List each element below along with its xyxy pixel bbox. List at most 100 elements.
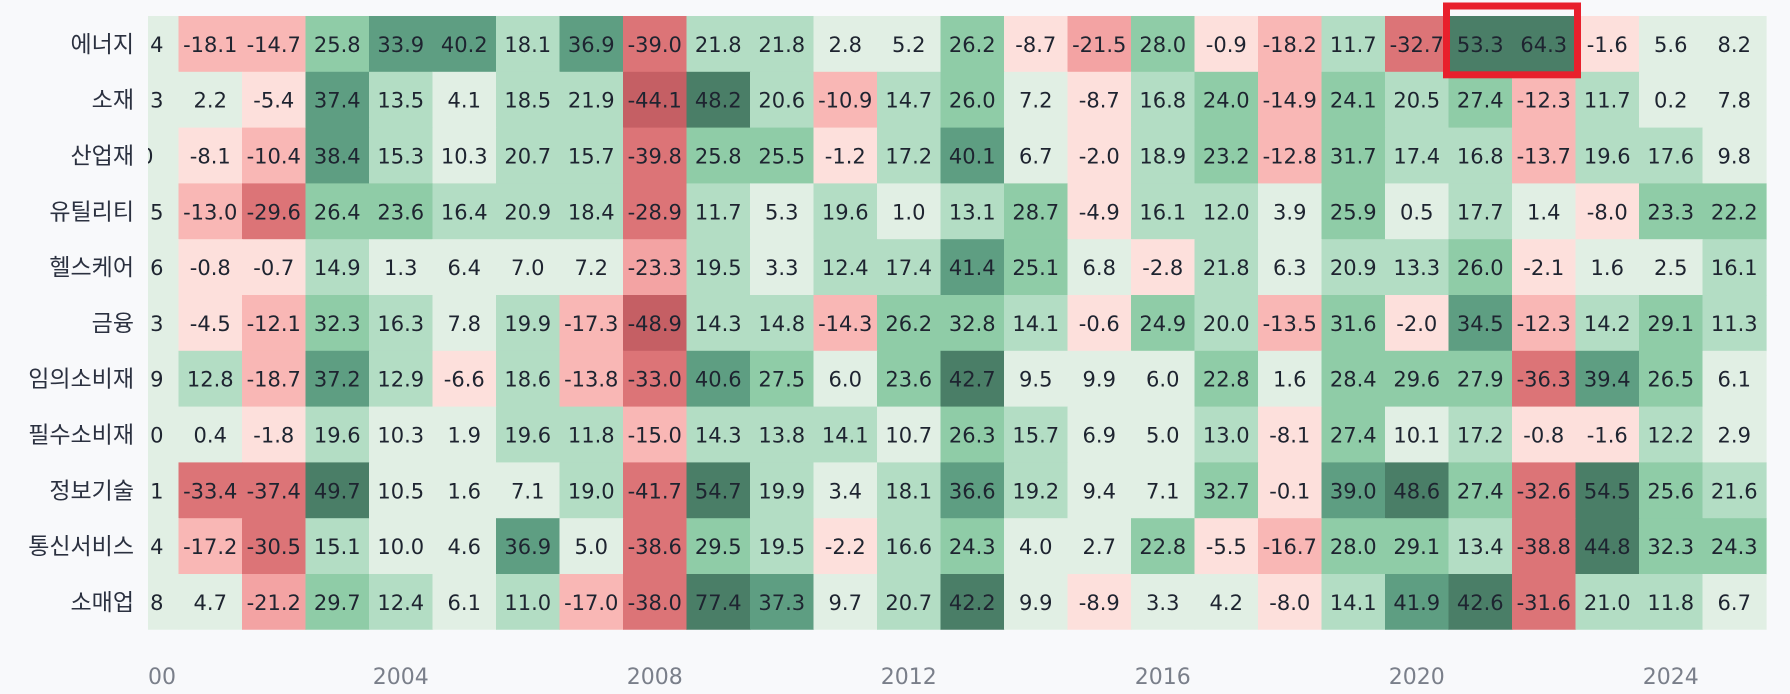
heatmap-cell	[559, 350, 624, 408]
heatmap-cell	[1258, 406, 1323, 463]
heatmap-cell	[1512, 71, 1577, 129]
heatmap-cell	[1702, 574, 1767, 630]
heatmap-cell	[559, 406, 624, 463]
cell-value-label: 1.6	[448, 479, 481, 503]
x-tick-label: 2024	[1643, 665, 1699, 690]
heatmap-cell	[1448, 127, 1513, 184]
cell-value-label: -37.4	[247, 479, 301, 503]
heatmap-cell	[1321, 518, 1386, 575]
cell-value-label: -8.0	[1269, 591, 1310, 615]
heatmap-cell	[940, 462, 1005, 519]
cell-value-label: 32.8	[949, 312, 996, 336]
cell-value-label: 24.1	[1330, 89, 1377, 113]
heatmap-cell	[1512, 406, 1577, 463]
cell-value-label: 13.3	[1393, 256, 1440, 280]
cell-value-label: 42.6	[1457, 591, 1504, 615]
cell-value-label: 37.3	[758, 591, 805, 615]
cell-value-label: -36.3	[1517, 368, 1571, 392]
heatmap-cell	[1385, 239, 1450, 296]
heatmap-cell	[1131, 16, 1196, 73]
heatmap-cell	[1639, 574, 1704, 630]
cell-value-label: 19.6	[314, 424, 361, 448]
cell-value-label: 4.0	[1019, 535, 1052, 559]
cell-value-label: 19.5	[695, 256, 742, 280]
cell-value-label: 13.8	[758, 424, 805, 448]
heatmap-cell	[686, 183, 751, 240]
cell-value-label: -32.6	[1517, 479, 1571, 503]
cell-value-label: 26.3	[949, 424, 996, 448]
row-label: 소재	[92, 88, 134, 114]
heatmap-cell	[1702, 406, 1767, 463]
heatmap-cell	[1385, 406, 1450, 463]
heatmap-cell	[1067, 295, 1132, 352]
cell-value-label: -2.0	[1079, 145, 1120, 169]
cell-value-label: 20.6	[758, 89, 805, 113]
cell-value-label: -44.1	[628, 89, 682, 113]
heatmap-cell	[1702, 16, 1767, 73]
row-label: 필수소비재	[28, 423, 134, 449]
heatmap-cell	[1639, 350, 1704, 408]
cell-value-label: -12.3	[1517, 89, 1571, 113]
cell-value-label: 20.9	[1330, 256, 1377, 280]
heatmap-cell	[1067, 71, 1132, 129]
heatmap-cell	[496, 183, 561, 240]
heatmap-cell	[1258, 183, 1323, 240]
heatmap-cell	[877, 406, 942, 463]
heatmap-cell	[148, 406, 180, 463]
heatmap-cell	[1639, 239, 1704, 296]
heatmap-cell	[305, 574, 370, 630]
cell-value-label: 12.2	[1647, 424, 1694, 448]
heatmap-cell	[1131, 350, 1196, 408]
cell-value-label: 28.0	[1330, 535, 1377, 559]
cell-value-label: 25.8	[695, 145, 742, 169]
cell-value-label: -16.7	[1263, 535, 1317, 559]
row-label: 에너지	[71, 32, 134, 58]
heatmap-cell	[877, 16, 942, 73]
cell-value-label: 3.4	[829, 479, 862, 503]
heatmap-cell	[1258, 462, 1323, 519]
heatmap-cell	[242, 518, 307, 575]
cell-value-label: 42.2	[949, 591, 996, 615]
cell-value-label: -14.7	[247, 33, 301, 57]
cell-value-label: 14.1	[1330, 591, 1377, 615]
cell-value-label: 3.3	[765, 256, 798, 280]
heatmap-cell	[1067, 350, 1132, 408]
cell-value-label: 16.1	[1139, 200, 1186, 224]
cell-value-label: 5.3	[130, 312, 163, 336]
cell-value-label: 20.0	[1203, 312, 1250, 336]
heatmap-cell	[1575, 183, 1640, 240]
heatmap-cell	[148, 16, 180, 73]
cell-value-label: 10.0	[377, 535, 424, 559]
cell-value-label: 2.5	[1654, 256, 1687, 280]
cell-value-label: 6.0	[829, 368, 862, 392]
heatmap-cell	[432, 71, 497, 129]
cell-value-label: 24.0	[1203, 89, 1250, 113]
heatmap-cell	[242, 350, 307, 408]
cell-value-label: 3.3	[1146, 591, 1179, 615]
heatmap-cell	[1321, 406, 1386, 463]
heatmap-cell	[623, 71, 688, 129]
cell-value-label: -1.2	[825, 145, 866, 169]
heatmap-cell	[1194, 183, 1259, 240]
cell-value-label: 54.7	[695, 479, 742, 503]
heatmap-cell	[686, 574, 751, 630]
heatmap-cell	[1131, 71, 1196, 129]
heatmap-cell	[305, 71, 370, 129]
cell-value-label: 11.0	[504, 591, 551, 615]
cell-value-label: 39.0	[1330, 479, 1377, 503]
cell-value-label: 26.2	[949, 33, 996, 57]
heatmap-cell	[686, 239, 751, 296]
heatmap-cell	[1448, 239, 1513, 296]
heatmap-cell	[432, 518, 497, 575]
heatmap-cell	[1512, 183, 1577, 240]
cell-value-label: 42.7	[949, 368, 996, 392]
heatmap-cell	[623, 350, 688, 408]
heatmap-cell	[1067, 462, 1132, 519]
heatmap-cell	[242, 295, 307, 352]
heatmap-cell	[940, 71, 1005, 129]
heatmap-cell	[1067, 183, 1132, 240]
heatmap-cell	[1702, 462, 1767, 519]
heatmap-cell	[148, 71, 180, 129]
heatmap-cell	[559, 127, 624, 184]
